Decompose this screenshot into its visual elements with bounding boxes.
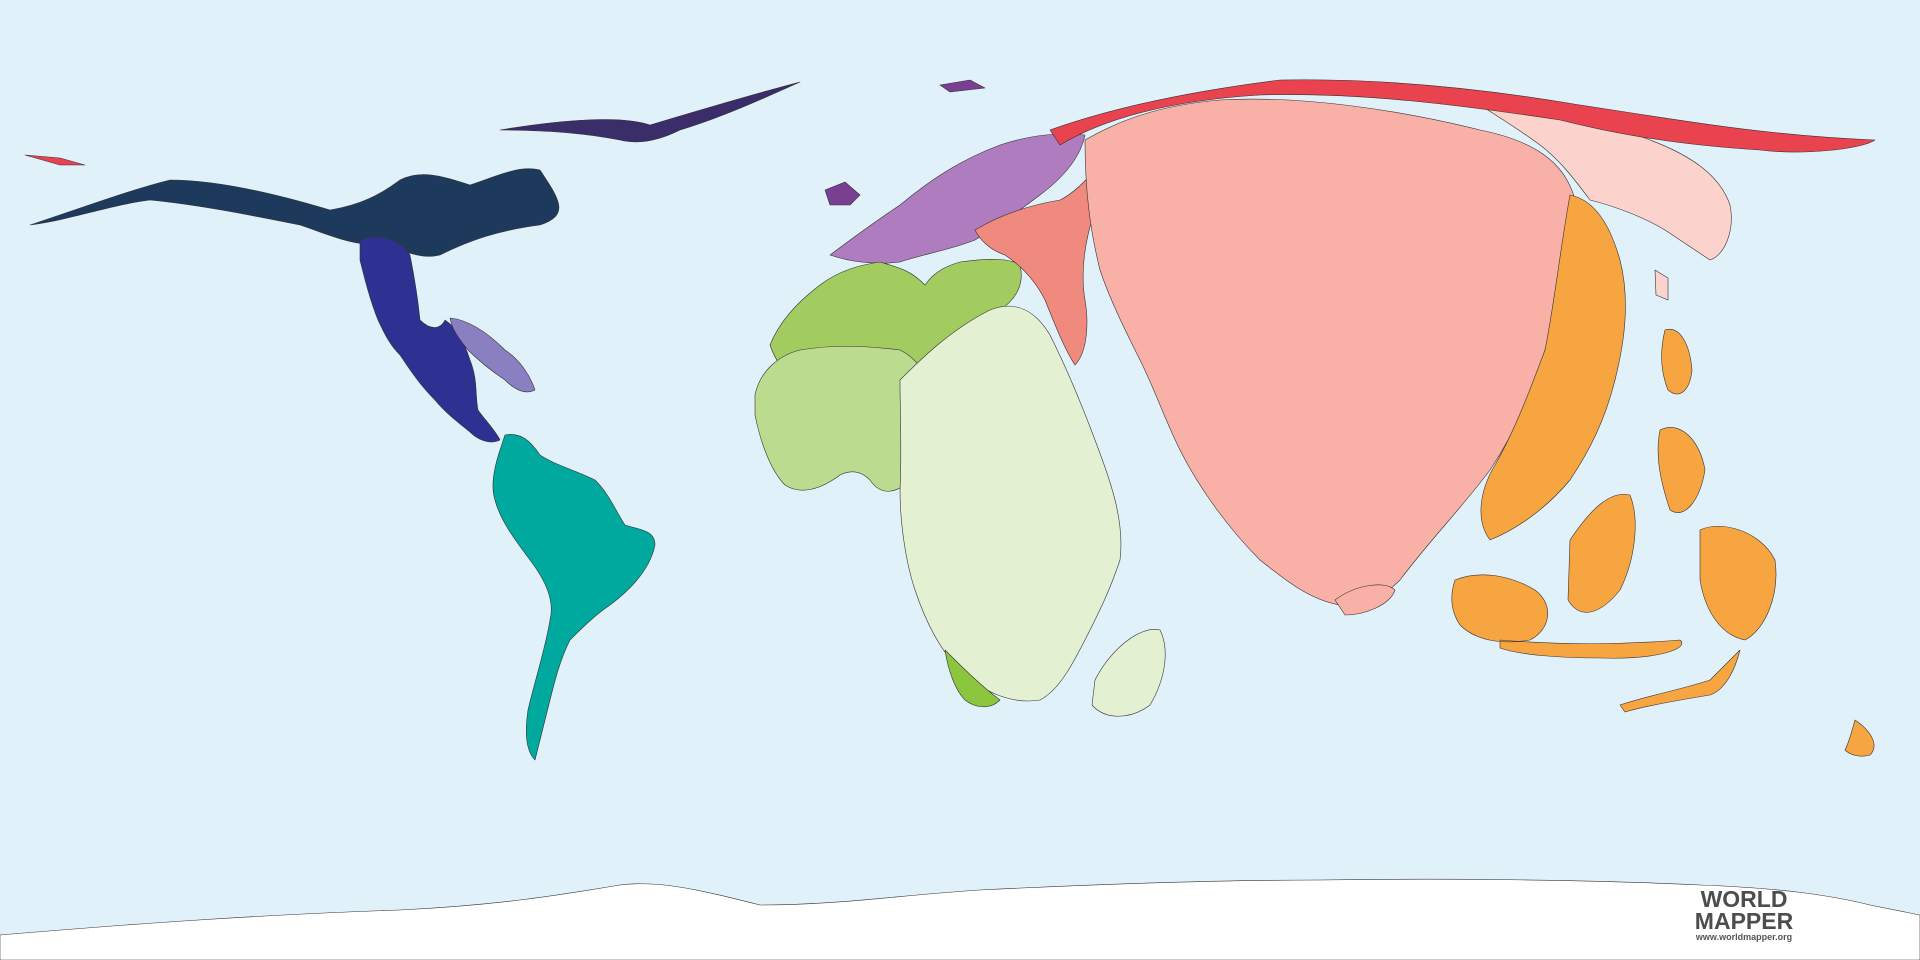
region-south-america — [492, 434, 656, 761]
region-greenland-arctic — [499, 81, 801, 143]
region-russia — [1049, 79, 1876, 153]
region-alaska-tip — [24, 154, 86, 166]
region-antarctica — [0, 878, 1920, 960]
logo-line1: WORLD — [1700, 886, 1788, 912]
region-south-asia — [1084, 98, 1576, 607]
region-north-america — [359, 236, 501, 443]
region-southern-africa — [944, 649, 1001, 708]
region-indonesia — [1451, 328, 1777, 659]
region-canada-arctic — [29, 168, 560, 257]
worldmapper-logo: WORLD MAPPER www.worldmapper.org — [1674, 886, 1814, 943]
region-madagascar — [1091, 629, 1166, 717]
region-southeast-asia — [1480, 194, 1626, 541]
logo-line2: MAPPER — [1694, 908, 1794, 934]
region-europe — [829, 133, 1086, 264]
region-middle-east — [974, 149, 1115, 366]
region-caribbean — [449, 317, 536, 393]
region-europe-north — [939, 79, 986, 93]
region-uk — [824, 181, 861, 206]
region-sri-lanka — [1334, 584, 1396, 616]
region-taiwan — [1654, 269, 1669, 301]
logo-url: www.worldmapper.org — [1695, 932, 1793, 942]
region-oceania — [1619, 649, 1875, 757]
region-sub-saharan-africa — [899, 305, 1122, 702]
